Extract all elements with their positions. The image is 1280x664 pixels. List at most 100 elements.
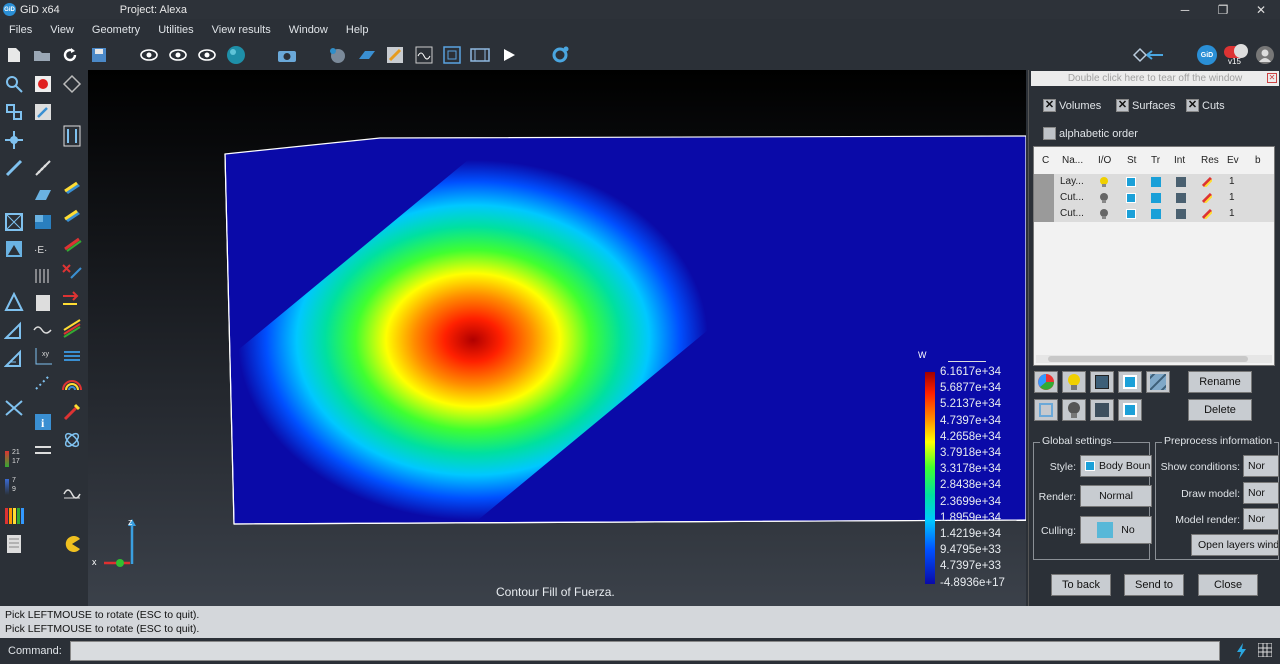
col-int[interactable]: Int xyxy=(1174,155,1186,166)
version-toggle-icon[interactable]: v15 xyxy=(1224,44,1248,66)
film-icon[interactable] xyxy=(469,44,491,66)
wave-icon[interactable] xyxy=(31,318,55,342)
scissors-icon[interactable] xyxy=(2,396,26,420)
col-io[interactable]: I/O xyxy=(1098,155,1112,166)
menu-view-results[interactable]: View results xyxy=(211,23,271,36)
pacman-icon[interactable] xyxy=(60,532,84,556)
menu-files[interactable]: Files xyxy=(9,23,33,36)
colormap-icon[interactable]: 21 17 xyxy=(2,448,26,472)
render-select[interactable]: Normal xyxy=(1080,485,1152,507)
maximize-button[interactable]: ❐ xyxy=(1217,2,1229,17)
menu-utilities[interactable]: Utilities xyxy=(158,23,194,36)
volumes-checkbox[interactable]: ✕ Volumes xyxy=(1043,99,1102,112)
menu-help[interactable]: Help xyxy=(345,23,369,36)
surface-split-icon[interactable] xyxy=(31,210,55,234)
camera-icon[interactable] xyxy=(276,44,298,66)
col-res[interactable]: Res xyxy=(1201,155,1219,166)
stripes-icon[interactable] xyxy=(60,316,84,340)
layer-row[interactable]: Cut... 1 xyxy=(1034,190,1274,206)
cuts-checkbox[interactable]: ✕ Cuts xyxy=(1186,99,1225,112)
eye-icon[interactable] xyxy=(167,44,189,66)
alphabetic-order-checkbox[interactable]: alphabetic order xyxy=(1043,127,1138,140)
signal-icon[interactable] xyxy=(60,480,84,504)
horizontal-scrollbar[interactable] xyxy=(1036,355,1272,363)
result-1-icon[interactable] xyxy=(60,176,84,200)
user-avatar-icon[interactable] xyxy=(1254,44,1276,66)
gid-badge-icon[interactable]: GiD xyxy=(1196,44,1218,66)
bulb-off-button[interactable] xyxy=(1062,399,1086,421)
document-icon[interactable] xyxy=(2,532,26,556)
draw-model-select[interactable]: Nor xyxy=(1243,482,1279,504)
col-c[interactable]: C xyxy=(1042,155,1050,166)
sphere-icon[interactable] xyxy=(225,44,247,66)
wire-button[interactable] xyxy=(1034,399,1058,421)
page-icon[interactable] xyxy=(31,291,55,315)
col-st[interactable]: St xyxy=(1127,155,1137,166)
hatch-button[interactable] xyxy=(1146,371,1170,393)
move-icon[interactable] xyxy=(2,128,26,152)
play-icon[interactable] xyxy=(498,44,520,66)
triangle-icon[interactable] xyxy=(2,318,26,342)
show-conditions-select[interactable]: Nor xyxy=(1243,455,1279,477)
record-icon[interactable] xyxy=(31,72,55,96)
vector-cross-icon[interactable] xyxy=(60,260,84,284)
mesh-icon[interactable] xyxy=(327,44,349,66)
info-icon[interactable]: i xyxy=(31,410,55,434)
edit-icon[interactable] xyxy=(31,100,55,124)
ruler-icon[interactable] xyxy=(60,124,84,148)
menu-geometry[interactable]: Geometry xyxy=(91,23,141,36)
transparent-button[interactable] xyxy=(1118,371,1142,393)
layer-row[interactable]: Cut... 1 xyxy=(1034,206,1274,222)
gear-icon[interactable] xyxy=(549,44,571,66)
surfaces-checkbox[interactable]: ✕ Surfaces xyxy=(1116,99,1176,112)
flower-icon[interactable] xyxy=(60,428,84,452)
color-wheel-button[interactable] xyxy=(1034,371,1058,393)
refresh-icon[interactable] xyxy=(59,44,81,66)
surface-layer-icon[interactable] xyxy=(31,183,55,207)
tear-off-bar[interactable]: Double click here to tear off the window… xyxy=(1031,71,1279,86)
lightning-icon[interactable] xyxy=(1236,643,1248,659)
minimize-button[interactable]: ─ xyxy=(1180,2,1190,17)
zoom-point-icon[interactable] xyxy=(2,72,26,96)
command-input[interactable] xyxy=(70,641,1220,661)
surface-icon[interactable] xyxy=(356,44,378,66)
layers-icon[interactable] xyxy=(60,72,84,96)
measure-icon[interactable] xyxy=(31,156,55,180)
result-icon[interactable] xyxy=(384,44,406,66)
bulb-button[interactable] xyxy=(1062,371,1086,393)
close-window-button[interactable]: ✕ xyxy=(1255,2,1267,17)
solid-dark-button[interactable] xyxy=(1090,399,1114,421)
surface-select-icon[interactable] xyxy=(2,237,26,261)
menu-window[interactable]: Window xyxy=(288,23,328,36)
box-icon[interactable] xyxy=(2,210,26,234)
result-2-icon[interactable] xyxy=(60,204,84,228)
cut-plane-icon[interactable] xyxy=(2,290,26,314)
col-b[interactable]: b xyxy=(1255,155,1261,166)
col-ev[interactable]: Ev xyxy=(1227,155,1239,166)
result-3-icon[interactable] xyxy=(60,232,84,256)
frame-icon[interactable] xyxy=(441,44,463,66)
col-tr[interactable]: Tr xyxy=(1151,155,1161,166)
vector-arrows-icon[interactable] xyxy=(60,288,84,312)
to-back-button[interactable]: To back xyxy=(1051,574,1111,596)
menu-view[interactable]: View xyxy=(50,23,74,36)
rainbow-bars-icon[interactable] xyxy=(2,504,26,528)
col-name[interactable]: Na... xyxy=(1062,155,1084,166)
close-button[interactable]: Close xyxy=(1198,574,1258,596)
wedge-icon[interactable] xyxy=(2,346,26,370)
rename-button[interactable]: Rename xyxy=(1188,371,1252,393)
lines-blue-icon[interactable] xyxy=(60,344,84,368)
xy-plot-icon[interactable]: xy xyxy=(31,344,55,368)
graphics-viewport[interactable]: z x W 6.1617e+34 5.6877e+34 5.2137e+34 4.73… xyxy=(88,70,1026,606)
model-render-select[interactable]: Nor xyxy=(1243,508,1279,530)
layer-row[interactable]: Lay... 1 xyxy=(1034,174,1274,190)
eye-icon[interactable] xyxy=(196,44,218,66)
close-icon[interactable]: ✕ xyxy=(1267,73,1277,83)
pen-icon[interactable] xyxy=(60,400,84,424)
point-icon[interactable] xyxy=(2,100,26,124)
save-icon[interactable] xyxy=(88,44,110,66)
delete-button[interactable]: Delete xyxy=(1188,399,1252,421)
open-layers-window-button[interactable]: Open layers windo xyxy=(1191,534,1279,556)
arc-rainbow-icon[interactable] xyxy=(60,372,84,396)
